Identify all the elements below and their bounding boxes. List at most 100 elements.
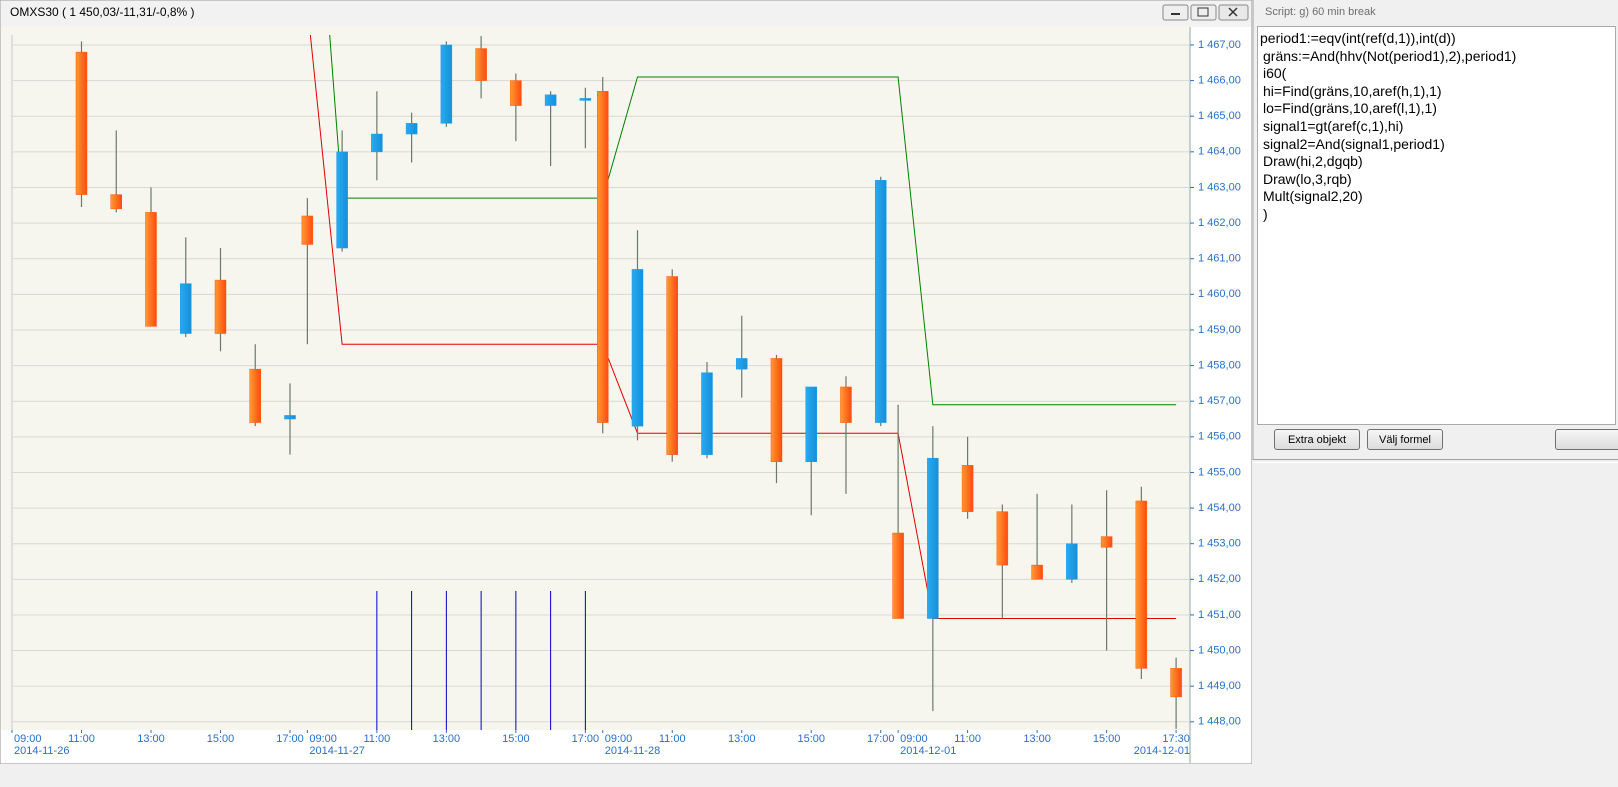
x-tick-label: 15:00 [1093, 733, 1121, 745]
candle-body [301, 215, 314, 245]
button[interactable]: Välj formel [1367, 429, 1443, 450]
x-tick-label: 17:00 [572, 733, 600, 745]
indicator-line [329, 35, 1177, 406]
script-line: hi=Find(gräns,10,aref(h,1),1) [1263, 82, 1442, 99]
minimize-button[interactable] [1162, 4, 1189, 21]
candle-body [1066, 543, 1078, 580]
y-tick-label: 1 452,00 [1198, 573, 1241, 585]
script-line: period1:=eqv(int(ref(d,1)),int(d)) [1260, 30, 1456, 46]
separator [1253, 459, 1618, 463]
x-tick-label: 09:00 [309, 733, 337, 745]
title-bar [0, 0, 1252, 27]
candle-body [996, 511, 1009, 566]
candle-body [770, 358, 783, 463]
y-tick-label: 1 464,00 [1198, 146, 1241, 158]
x-tick-label: 11:00 [364, 733, 391, 745]
candle-body [1031, 564, 1043, 580]
x-tick-label: 09:00 [900, 733, 928, 745]
window-title: OMXS30 ( 1 450,03/-11,31/-0,8% ) [10, 5, 195, 19]
candle-body [840, 386, 852, 423]
candle-body [110, 194, 122, 210]
candle-body [892, 532, 904, 619]
x-tick-label: 09:00 [14, 733, 42, 745]
maximize-button[interactable] [1190, 4, 1217, 21]
y-tick-label: 1 453,00 [1198, 538, 1241, 550]
script-line: gräns:=And(hhv(Not(period1),2),period1) [1263, 47, 1517, 64]
script-line: Draw(hi,2,dgqb) [1263, 153, 1363, 170]
script-line: Mult(signal2,20) [1263, 188, 1363, 205]
candle-body [961, 465, 974, 512]
x-tick-label: 17:00 [276, 733, 304, 745]
candle-body [596, 91, 609, 423]
candle-body [1135, 500, 1148, 669]
date-label: 2014-12-01 [1134, 745, 1190, 757]
candle-body [701, 372, 713, 455]
y-tick-label: 1 455,00 [1198, 466, 1241, 478]
script-line: lo=Find(gräns,10,aref(l,1),1) [1263, 100, 1437, 117]
candle-body [440, 44, 453, 124]
x-axis-area [1, 730, 1251, 763]
y-tick-label: 1 449,00 [1198, 680, 1241, 692]
x-tick-label: 15:00 [207, 733, 235, 745]
script-line: signal1=gt(aref(c,1),hi) [1263, 117, 1404, 134]
candle-body [75, 51, 88, 195]
x-tick-label: 11:00 [954, 733, 981, 745]
candle-body [145, 212, 157, 327]
y-tick-label: 1 448,00 [1198, 716, 1241, 728]
candle-body [475, 48, 487, 81]
script-line: i60( [1263, 65, 1287, 82]
button-partial[interactable] [1555, 429, 1618, 450]
y-tick-label: 1 462,00 [1198, 217, 1241, 229]
candle-body [874, 180, 887, 423]
script-editor[interactable]: period1:=eqv(int(ref(d,1)),int(d)) gräns:… [1257, 26, 1616, 425]
x-tick-label: 17:30 [1162, 733, 1190, 745]
y-tick-label: 1 461,00 [1198, 253, 1241, 265]
y-tick-label: 1 465,00 [1198, 110, 1241, 122]
y-tick-label: 1 450,00 [1198, 644, 1241, 656]
y-tick-label: 1 460,00 [1198, 288, 1241, 300]
button[interactable]: Extra objekt [1274, 429, 1360, 450]
x-tick-label: 13:00 [728, 733, 756, 745]
close-icon [1228, 7, 1238, 17]
maximize-icon [1197, 7, 1209, 17]
x-tick-label: 09:00 [605, 733, 633, 745]
minimize-icon [1171, 13, 1180, 15]
x-tick-label: 13:00 [1023, 733, 1051, 745]
x-tick-label: 13:00 [433, 733, 461, 745]
candle-body [336, 151, 348, 249]
date-label: 2014-11-26 [14, 745, 69, 757]
x-tick-label: 15:00 [797, 733, 825, 745]
candle-body [405, 123, 418, 135]
splitter[interactable] [1252, 0, 1254, 460]
window-frame [0, 0, 1252, 764]
date-label: 2014-11-28 [605, 745, 660, 757]
candle-body [544, 94, 557, 106]
y-axis-area [1190, 27, 1251, 763]
candle-body [805, 386, 817, 463]
y-tick-label: 1 459,00 [1198, 324, 1241, 336]
y-tick-label: 1 466,00 [1198, 75, 1241, 87]
y-tick-label: 1 458,00 [1198, 359, 1241, 371]
candle-body [214, 279, 227, 334]
candle-body [631, 269, 644, 427]
candle-body [249, 368, 261, 423]
x-tick-label: 17:00 [867, 733, 895, 745]
y-tick-label: 1 463,00 [1198, 181, 1241, 193]
script-title: Script: g) 60 min break [1265, 6, 1376, 18]
script-line: Draw(lo,3,rqb) [1263, 170, 1352, 187]
x-tick-label: 11:00 [68, 733, 95, 745]
candle-body [1170, 668, 1182, 698]
y-tick-label: 1 467,00 [1198, 39, 1241, 51]
y-tick-label: 1 451,00 [1198, 609, 1241, 621]
script-line: ) [1263, 205, 1268, 222]
x-tick-label: 11:00 [659, 733, 686, 745]
candle-body [735, 358, 748, 370]
y-tick-label: 1 456,00 [1198, 431, 1241, 443]
axes: 1 448,00 1 449,00 1 450,00 1 451,00 1 452,00… [11, 39, 1241, 757]
candle-body [666, 276, 678, 455]
chart-window: OMXS30 ( 1 450,03/-11,31/-0,8% ) 1 448,0… [0, 0, 1252, 764]
y-tick-label: 1 454,00 [1198, 502, 1241, 514]
window-buttons[interactable] [1162, 4, 1249, 21]
candle-body [579, 98, 592, 101]
